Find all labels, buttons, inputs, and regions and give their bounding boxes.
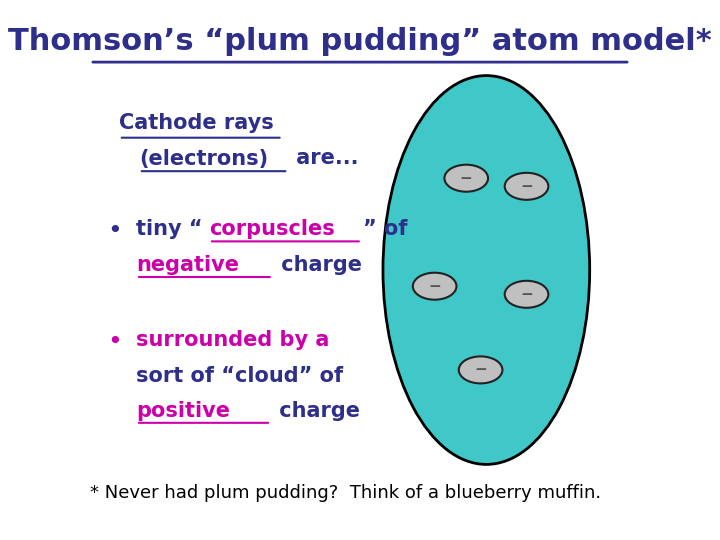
Text: corpuscles: corpuscles xyxy=(209,219,335,239)
Text: Thomson’s “plum pudding” atom model*: Thomson’s “plum pudding” atom model* xyxy=(8,27,712,56)
Ellipse shape xyxy=(444,165,488,192)
Text: Cathode rays: Cathode rays xyxy=(119,113,274,133)
Text: positive: positive xyxy=(136,401,230,421)
Ellipse shape xyxy=(505,281,549,308)
Text: −: − xyxy=(520,179,533,194)
Text: •: • xyxy=(107,219,122,242)
Text: −: − xyxy=(460,171,472,186)
Text: are...: are... xyxy=(289,148,359,168)
Text: •: • xyxy=(107,330,122,354)
Text: (electrons): (electrons) xyxy=(139,148,268,168)
Text: sort of “cloud” of: sort of “cloud” of xyxy=(136,366,343,386)
Text: −: − xyxy=(520,287,533,302)
Ellipse shape xyxy=(505,173,549,200)
Text: tiny “: tiny “ xyxy=(136,219,202,239)
Ellipse shape xyxy=(459,356,503,383)
Ellipse shape xyxy=(383,76,590,464)
Text: −: − xyxy=(428,279,441,294)
Text: * Never had plum pudding?  Think of a blueberry muffin.: * Never had plum pudding? Think of a blu… xyxy=(90,484,601,502)
Text: charge: charge xyxy=(274,255,362,275)
Text: −: − xyxy=(474,362,487,377)
Text: charge: charge xyxy=(272,401,360,421)
Ellipse shape xyxy=(413,273,456,300)
Text: ” of: ” of xyxy=(363,219,408,239)
Text: surrounded by a: surrounded by a xyxy=(136,330,330,350)
Text: negative: negative xyxy=(136,255,239,275)
